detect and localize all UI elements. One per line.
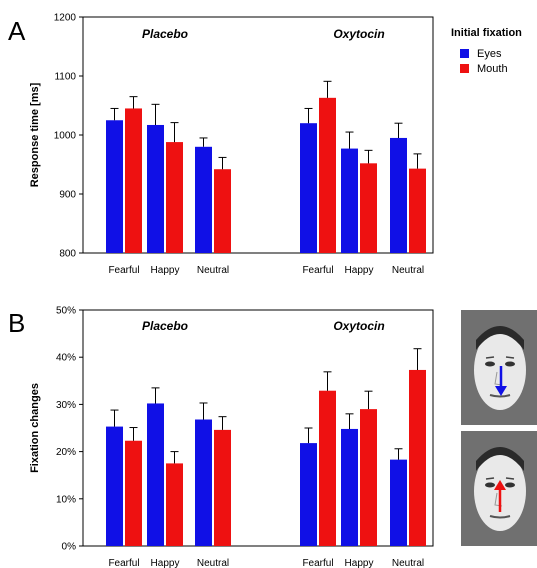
panel-letter-b: B [8, 308, 25, 338]
bar-mouth-oxytocin-neutral-b [409, 369, 426, 546]
x-tick-label-oxytocin-happy-b: Happy [345, 558, 374, 568]
bar-mouth-placebo-happy-b [166, 463, 183, 546]
x-tick-label-oxytocin-fearful-a: Fearful [302, 265, 333, 276]
bar-eyes-placebo-neutral-a [195, 146, 212, 253]
bar-eyes-placebo-happy-b [147, 403, 164, 546]
x-tick-label-oxytocin-happy-a: Happy [345, 265, 374, 276]
bar-mouth-placebo-fearful-b [125, 440, 142, 546]
arrow-up-icon [494, 480, 506, 490]
bar-eyes-oxytocin-fearful-b [300, 443, 317, 546]
chart-panel-b: Fixation changes Placebo Oxytocin 0% 10% 2… [29, 306, 434, 568]
x-tick-label-placebo-neutral-b: Neutral [197, 558, 229, 568]
bar-eyes-placebo-happy-a [147, 124, 164, 253]
x-tick-label-placebo-happy-b: Happy [151, 558, 180, 568]
legend-swatch-mouth [460, 64, 469, 73]
bar-mouth-placebo-happy-a [166, 142, 183, 253]
bar-mouth-placebo-neutral-a [214, 169, 231, 253]
bar-mouth-oxytocin-happy-b [360, 409, 377, 546]
bar-eyes-placebo-fearful-a [106, 120, 123, 253]
bar-mouth-oxytocin-happy-a [360, 163, 377, 253]
panel-letter-a: A [8, 16, 26, 46]
bar-eyes-placebo-neutral-b [195, 419, 212, 546]
y-tick-label-a-4: 1200 [54, 13, 77, 24]
legend-title: Initial fixation [451, 27, 522, 39]
chart-panel-a: Response time [ms] Placebo Oxytocin 800 9… [29, 13, 434, 276]
bar-eyes-oxytocin-neutral-a [390, 137, 407, 253]
group-label-placebo-b: Placebo [142, 319, 188, 333]
y-axis-label-b: Fixation changes [29, 383, 41, 473]
y-tick-label-b-0: 0% [62, 542, 77, 553]
y-tick-label-b-2: 20% [56, 447, 76, 458]
bar-eyes-oxytocin-fearful-a [300, 123, 317, 253]
arrow-down-icon [495, 386, 507, 396]
y-tick-label-a-2: 1000 [54, 131, 77, 142]
x-tick-label-placebo-fearful-b: Fearful [108, 558, 139, 568]
x-tick-label-placebo-happy-a: Happy [151, 265, 180, 276]
bar-eyes-oxytocin-happy-b [341, 428, 358, 546]
bar-mouth-oxytocin-fearful-a [319, 97, 336, 253]
y-tick-label-b-4: 40% [56, 353, 76, 364]
bar-mouth-oxytocin-fearful-b [319, 390, 336, 546]
y-tick-label-a-0: 800 [59, 249, 76, 260]
bar-mouth-placebo-fearful-a [125, 108, 142, 253]
legend-label-eyes: Eyes [477, 48, 502, 60]
bar-mouth-oxytocin-neutral-a [409, 168, 426, 253]
x-tick-label-placebo-fearful-a: Fearful [108, 265, 139, 276]
y-tick-label-a-1: 900 [59, 190, 76, 201]
y-tick-label-b-1: 10% [56, 494, 76, 505]
face-stimulus-eyes-to-mouth [461, 310, 537, 425]
bar-eyes-oxytocin-neutral-b [390, 459, 407, 546]
x-tick-label-oxytocin-fearful-b: Fearful [302, 558, 333, 568]
x-tick-label-placebo-neutral-a: Neutral [197, 265, 229, 276]
y-axis-label-a: Response time [ms] [29, 82, 41, 187]
legend-swatch-eyes [460, 49, 469, 58]
y-tick-label-b-5: 50% [56, 306, 76, 317]
y-tick-label-b-3: 30% [56, 400, 76, 411]
bar-eyes-oxytocin-happy-a [341, 148, 358, 253]
group-label-oxytocin-a: Oxytocin [333, 27, 384, 41]
group-label-placebo-a: Placebo [142, 27, 188, 41]
face-stimulus-mouth-to-eyes [461, 431, 537, 546]
x-tick-label-oxytocin-neutral-a: Neutral [392, 265, 424, 276]
group-label-oxytocin-b: Oxytocin [333, 319, 384, 333]
plot-frame-b [82, 309, 434, 547]
legend-label-mouth: Mouth [477, 63, 508, 75]
x-tick-label-oxytocin-neutral-b: Neutral [392, 558, 424, 568]
bar-eyes-placebo-fearful-b [106, 426, 123, 546]
bar-mouth-placebo-neutral-b [214, 429, 231, 546]
legend: Initial fixation Eyes Mouth [451, 27, 522, 75]
y-tick-label-a-3: 1100 [54, 72, 76, 83]
